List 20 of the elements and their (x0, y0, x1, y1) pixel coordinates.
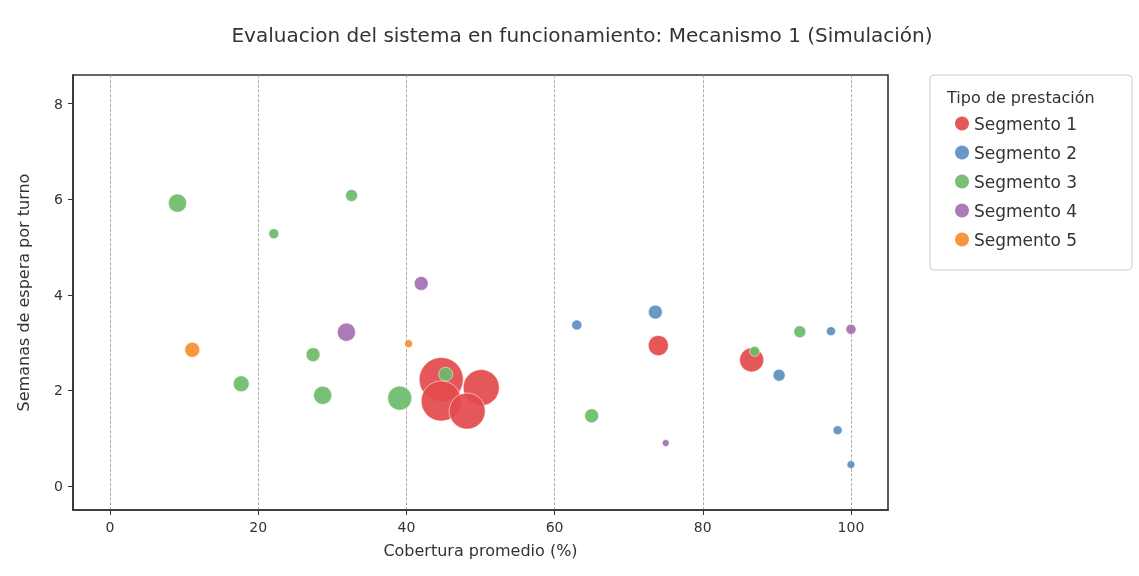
x-axis-title: Cobertura promedio (%) (383, 540, 578, 560)
x-tick-label: 60 (545, 519, 564, 535)
legend-label: Segmento 2 (974, 142, 1078, 163)
x-tick-label: 20 (249, 519, 268, 535)
x-tick-label: 40 (397, 519, 416, 535)
legend-label: Segmento 4 (974, 200, 1078, 221)
legend-label: Segmento 3 (974, 171, 1078, 192)
legend-label: Segmento 1 (974, 113, 1078, 134)
y-tick-label: 0 (54, 478, 63, 495)
legend-title: Tipo de prestación (946, 87, 1095, 107)
legend-label: Segmento 5 (974, 229, 1078, 250)
y-tick-label: 4 (54, 286, 64, 303)
y-tick-label: 8 (54, 95, 63, 112)
y-tick-label: 2 (54, 382, 63, 399)
y-axis-title: Semanas de espera por turno (13, 173, 33, 412)
chart-title: Evaluacion del sistema en funcionamiento: Mecanismo 1 (Simulación) (231, 23, 933, 47)
x-tick-label: 80 (693, 519, 712, 535)
y-tick-label: 6 (54, 191, 64, 208)
x-tick-label: 0 (105, 519, 115, 535)
x-tick-label: 100 (837, 519, 865, 535)
